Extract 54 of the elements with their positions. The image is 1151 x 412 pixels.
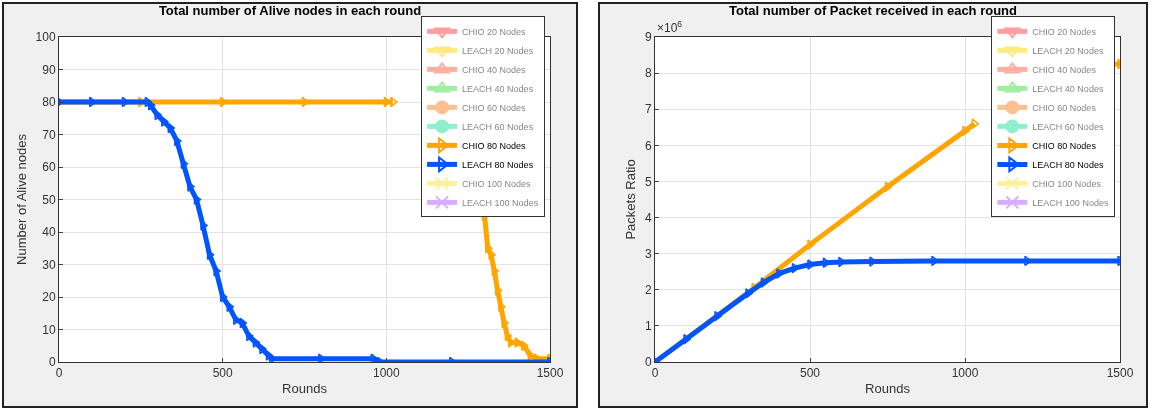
y-tick-label: 3 <box>644 246 652 261</box>
legend-label: CHIO 20 Nodes <box>1032 26 1097 37</box>
legend-label: CHIO 80 Nodes <box>462 140 527 151</box>
y-tick-label: 0 <box>48 355 56 370</box>
y-tick-label: 4 <box>644 210 652 225</box>
x-tick-label: 500 <box>799 366 821 381</box>
legend-label: LEACH 60 Nodes <box>462 121 534 132</box>
x-axis-title: Rounds <box>282 381 328 396</box>
legend-label: CHIO 60 Nodes <box>462 102 527 113</box>
legend-label: CHIO 80 Nodes <box>1032 140 1097 151</box>
chart-title: Total number of Alive nodes in each round <box>158 3 422 19</box>
y-tick-label: 30 <box>42 257 56 272</box>
legend-label: CHIO 40 Nodes <box>462 64 527 75</box>
x-tick-label: 1000 <box>372 366 400 381</box>
y-tick-label: 7 <box>644 102 652 117</box>
legend-label: CHIO 100 Nodes <box>462 178 532 189</box>
y-tick-label: 2 <box>644 282 652 297</box>
x-tick-label: 500 <box>212 366 233 381</box>
x-tick-label: 1500 <box>536 366 564 381</box>
y-tick-label: 8 <box>644 66 652 81</box>
legend-label: LEACH 40 Nodes <box>462 83 534 94</box>
legend-label: LEACH 20 Nodes <box>462 45 534 56</box>
y-tick-label: 70 <box>42 127 56 142</box>
legend-label: CHIO 60 Nodes <box>1032 102 1097 113</box>
legend-label: LEACH 40 Nodes <box>1032 83 1104 94</box>
y-tick-label: 6 <box>644 138 652 153</box>
legend-label: LEACH 100 Nodes <box>1032 197 1109 208</box>
y-tick-label: 9 <box>644 30 652 45</box>
legend-label: LEACH 60 Nodes <box>1032 121 1104 132</box>
legend-label: CHIO 100 Nodes <box>1032 178 1102 189</box>
y-tick-label: 90 <box>42 62 56 77</box>
legend-label: CHIO 40 Nodes <box>1032 64 1097 75</box>
y-tick-label: 40 <box>42 225 56 240</box>
x-axis-title: Rounds <box>865 381 911 396</box>
legend-label: LEACH 20 Nodes <box>1032 45 1104 56</box>
legend-label: CHIO 20 Nodes <box>462 26 527 37</box>
y-tick-label: 80 <box>42 95 56 110</box>
chart-title: Total number of Packet received in each round <box>729 3 1018 19</box>
y-tick-label: 60 <box>42 160 56 175</box>
y-tick-label: 0 <box>644 355 652 370</box>
y-tick-label: 5 <box>644 174 652 189</box>
legend-label: LEACH 80 Nodes <box>462 159 534 170</box>
x-tick-label: 1000 <box>951 366 979 381</box>
y-axis-title: Packets Ratio <box>622 159 638 240</box>
y-tick-label: 1 <box>644 319 652 334</box>
x-tick-label: 1500 <box>1106 366 1134 381</box>
y-tick-label: 10 <box>42 322 56 337</box>
legend-label: LEACH 80 Nodes <box>1032 159 1104 170</box>
y-tick-label: 100 <box>35 30 56 45</box>
y-tick-label: 50 <box>42 192 56 207</box>
y-tick-label: 20 <box>42 290 56 305</box>
y-axis-title: Number of Alive nodes <box>13 133 29 265</box>
text: ×10$^{6}$ <box>657 19 683 36</box>
legend-label: LEACH 100 Nodes <box>462 197 539 208</box>
